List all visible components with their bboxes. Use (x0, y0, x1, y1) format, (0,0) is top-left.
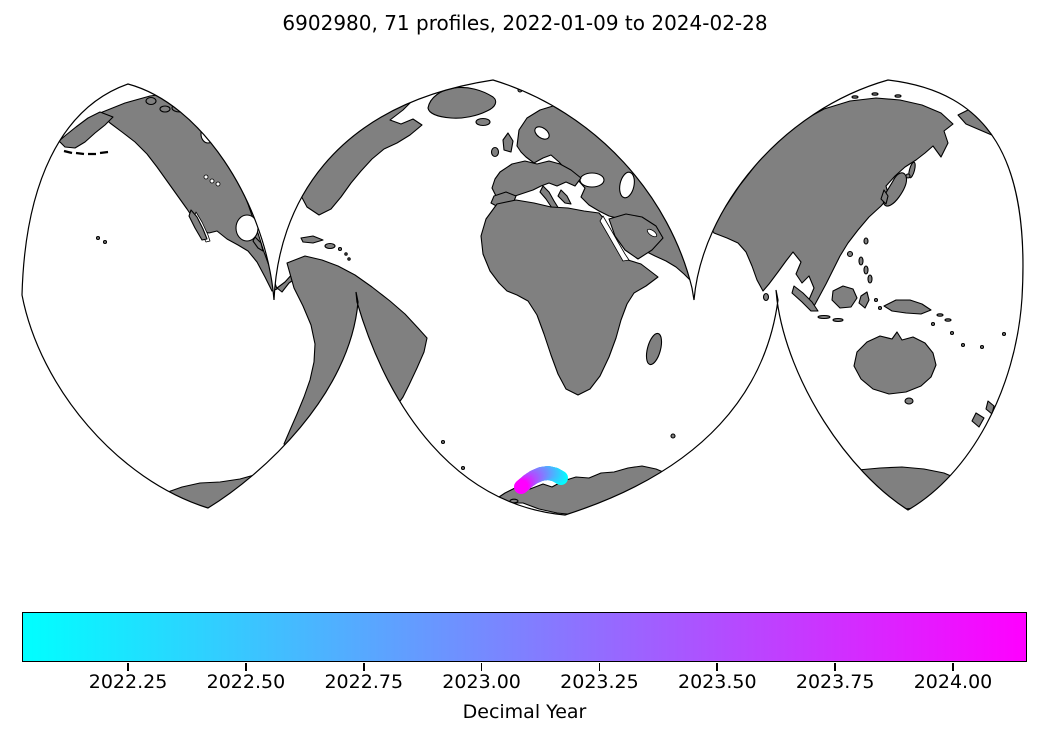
map-projection-outline (21, 79, 1024, 516)
ireland (490, 146, 500, 158)
florida (252, 236, 264, 252)
colorbar-tick (245, 663, 247, 671)
philippines (858, 256, 873, 284)
profile-point (514, 480, 528, 494)
colorbar-tick (598, 663, 601, 671)
korea (880, 189, 889, 205)
alaska (58, 111, 114, 149)
colorbar (22, 612, 1027, 662)
baltic-sea (534, 126, 550, 140)
caribbean-islands (300, 235, 351, 261)
hawaii-islands (95, 235, 108, 245)
moluccas (873, 297, 883, 311)
colorbar-tick-label: 2022.75 (324, 671, 404, 693)
great-lakes (203, 174, 221, 187)
sri-lanka (762, 292, 770, 302)
colorbar-tick-label: 2023.50 (678, 671, 757, 693)
colorbar-tick-label: 2024.00 (913, 671, 993, 693)
aleutian-islands (63, 149, 109, 156)
asia-mainland (706, 97, 954, 309)
world-map (21, 79, 1024, 516)
baja-california (188, 209, 208, 241)
hokkaido (905, 173, 911, 179)
colorbar-tick-label: 2023.25 (560, 671, 639, 693)
colorbar-tick-label: 2022.50 (206, 671, 286, 693)
persian-gulf (646, 228, 658, 238)
colorbar-tick-label: 2022.25 (88, 671, 168, 693)
south-atlantic-islands (440, 439, 466, 471)
tasmania (904, 397, 914, 405)
profile-trajectory-points (514, 466, 568, 494)
north-america (99, 92, 278, 292)
colorbar-label: Decimal Year (462, 701, 587, 723)
svalbard (517, 84, 535, 93)
figure-title: 6902980, 71 profiles, 2022-01-09 to 2024… (282, 11, 768, 35)
siberian-islands (851, 92, 902, 99)
northeast-canada (298, 94, 423, 216)
colorbar-tick-label: 2023.75 (795, 671, 875, 693)
colorbar-tick (480, 663, 483, 671)
sulawesi (858, 291, 870, 309)
sakhalin (908, 161, 916, 179)
colorbar-tick (362, 663, 365, 671)
colorbar-tick-label: 2023.00 (442, 671, 521, 693)
taiwan (863, 237, 869, 245)
red-sea (599, 215, 630, 262)
antarctica-west (147, 464, 291, 510)
antarctica-east (819, 466, 967, 511)
new-zealand (971, 400, 995, 428)
greece (557, 189, 572, 205)
continents-land (58, 84, 1007, 515)
colorbar-tick (716, 663, 719, 671)
falkland-islands (302, 450, 308, 456)
kerguelen (670, 433, 676, 439)
australia (853, 331, 937, 395)
new-guinea (883, 299, 932, 315)
black-sea (579, 172, 605, 188)
iceland (475, 117, 491, 127)
hainan (846, 250, 854, 258)
caspian-sea (619, 171, 635, 199)
madagascar (645, 332, 663, 366)
great-britain (502, 132, 514, 153)
africa (480, 199, 659, 396)
colorbar-tick (127, 663, 129, 671)
sumatra (791, 285, 819, 312)
colorbar-tick (952, 663, 954, 671)
arabia (608, 213, 664, 260)
colorbar-tick (834, 663, 836, 671)
java (817, 314, 844, 323)
melanesia-islands (930, 313, 1007, 350)
borneo (831, 285, 858, 309)
